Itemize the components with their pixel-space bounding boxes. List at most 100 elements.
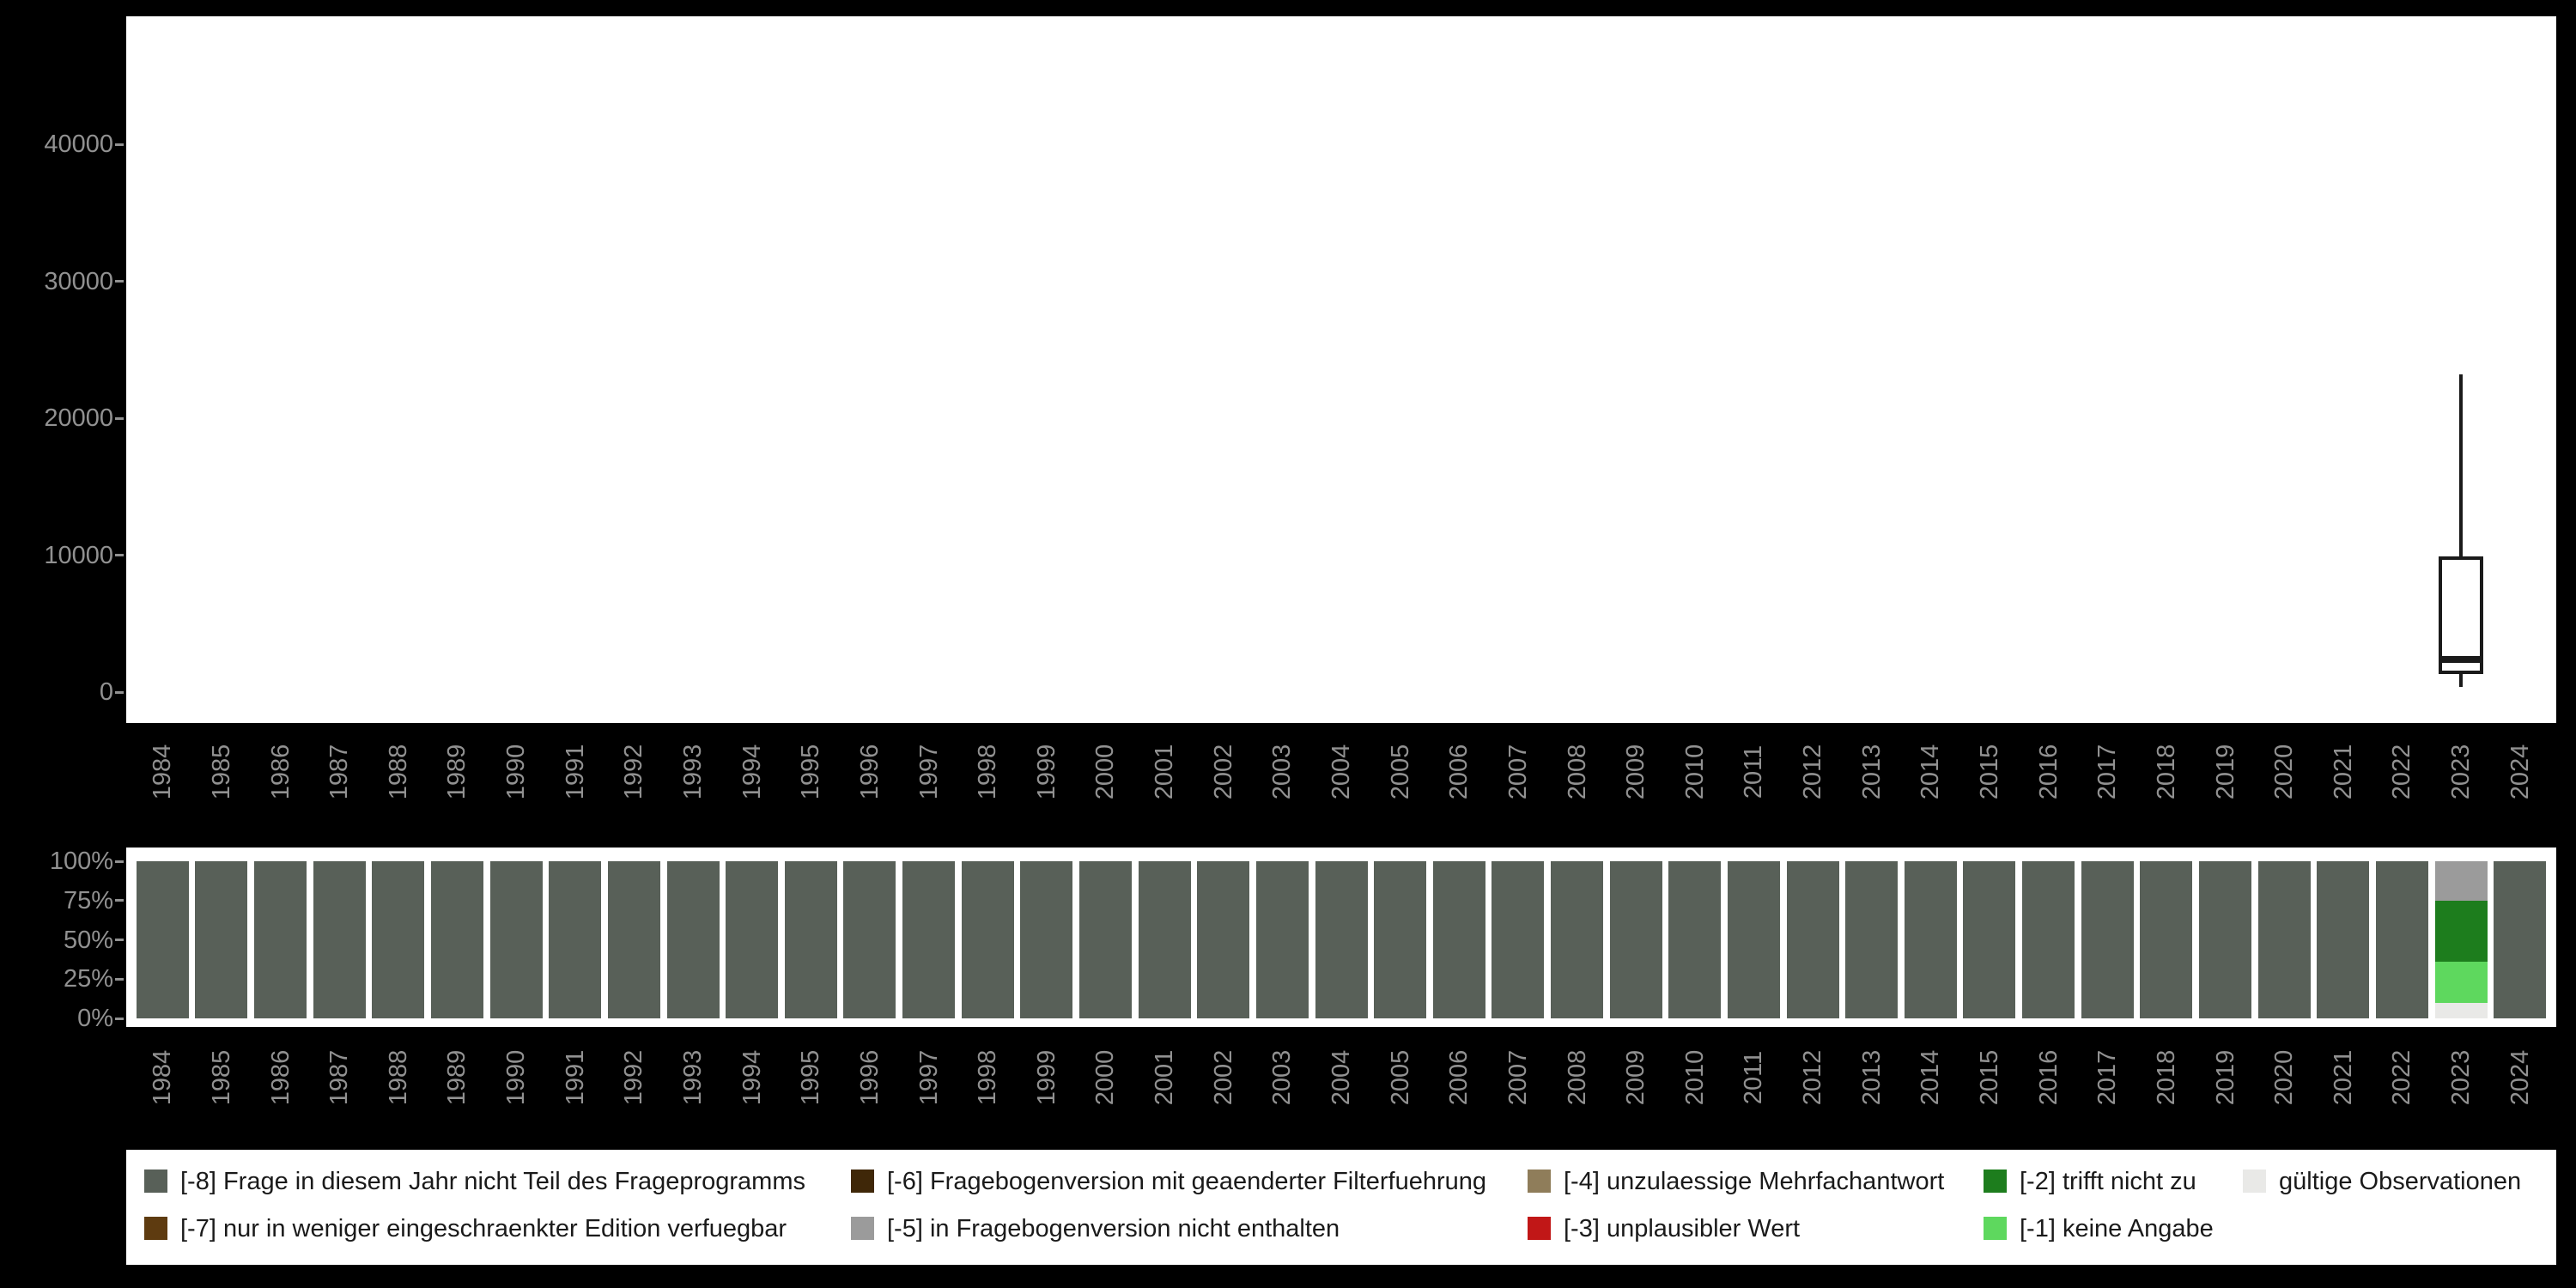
- bar-segment: [1492, 861, 1545, 1018]
- percent-axis-label: 50%: [63, 926, 113, 954]
- x-axis-label: 2021: [2329, 744, 2357, 800]
- y-axis-tick: [115, 690, 124, 694]
- x-axis-label: 2005: [1386, 1049, 1414, 1106]
- x-axis-label: 2015: [1975, 1049, 2003, 1106]
- legend-swatch: [1528, 1217, 1551, 1240]
- bar-segment: [726, 861, 779, 1018]
- x-axis-label: 2006: [1445, 744, 1473, 800]
- x-axis-label: 1994: [738, 744, 766, 800]
- x-axis-label: 2024: [2506, 744, 2534, 800]
- legend-swatch: [1984, 1170, 2007, 1193]
- x-axis-label: 1984: [149, 744, 177, 800]
- legend-label: [-7] nur in weniger eingeschraenkter Edi…: [180, 1215, 787, 1242]
- x-axis-label: 2008: [1563, 744, 1591, 800]
- x-axis-label: 2022: [2388, 744, 2416, 800]
- legend-swatch: [1984, 1217, 2007, 1240]
- bar-segment: [666, 861, 720, 1018]
- bar-segment: [195, 861, 248, 1018]
- legend-swatch: [144, 1217, 167, 1240]
- legend-label: [-6] Fragebogenversion mit geaenderter F…: [887, 1168, 1486, 1195]
- bar-segment: [2494, 861, 2547, 1018]
- percent-axis-label: 75%: [63, 886, 113, 914]
- bar-segment: [2022, 861, 2075, 1018]
- x-axis-label: 1994: [738, 1049, 766, 1106]
- percent-axis-tick: [115, 977, 124, 981]
- bar-segment: [2434, 900, 2488, 963]
- x-axis-label: 2001: [1151, 1049, 1179, 1106]
- legend-swatch: [851, 1217, 874, 1240]
- bar-segment: [1668, 861, 1722, 1018]
- y-axis-label: 20000: [44, 404, 113, 432]
- x-axis-label: 2010: [1680, 1049, 1709, 1106]
- x-axis-label: 1986: [266, 744, 295, 800]
- x-axis-label: 2011: [1740, 1050, 1768, 1105]
- bar-segment: [1609, 861, 1662, 1018]
- x-axis-label: 2019: [2211, 744, 2239, 800]
- x-axis-label: 2001: [1151, 744, 1179, 800]
- bar-segment: [607, 861, 660, 1018]
- x-axis-label: 1985: [207, 744, 235, 800]
- percent-axis-label: 100%: [49, 848, 113, 875]
- y-axis-label: 30000: [44, 267, 113, 295]
- bar-segment: [372, 861, 425, 1018]
- x-axis-label: 2015: [1975, 744, 2003, 800]
- x-axis-label: 1998: [974, 744, 1002, 800]
- bar-segment: [2317, 861, 2370, 1018]
- bar-segment: [1963, 861, 2016, 1018]
- y-axis-label: 40000: [44, 131, 113, 158]
- x-axis-label: 1989: [443, 1049, 471, 1106]
- x-axis-label: 2012: [1799, 1049, 1827, 1106]
- x-axis-label: 2011: [1740, 744, 1768, 799]
- bar-segment: [902, 861, 956, 1018]
- x-axis-label: 2016: [2034, 1049, 2063, 1106]
- x-axis-label: 1995: [797, 1049, 825, 1106]
- boxplot-lower-whisker: [2459, 674, 2464, 687]
- x-axis-label: 2017: [2093, 744, 2122, 800]
- bar-segment: [2257, 861, 2311, 1018]
- x-axis-label: 2014: [1917, 1049, 1945, 1106]
- x-axis-label: 1988: [384, 1049, 412, 1106]
- legend-label: [-4] unzulaessige Mehrfachantwort: [1564, 1168, 1945, 1195]
- legend-swatch: [851, 1170, 874, 1193]
- y-axis-tick: [115, 554, 124, 556]
- x-axis-label: 1990: [502, 1049, 531, 1106]
- bar-segment: [1727, 861, 1780, 1018]
- bar-segment: [1845, 861, 1899, 1018]
- x-axis-label: 2023: [2447, 744, 2476, 800]
- x-axis-label: 2002: [1209, 744, 1237, 800]
- x-axis-label: 2000: [1091, 744, 1120, 800]
- x-axis-label: 1991: [561, 744, 589, 800]
- bar-segment: [1786, 861, 1839, 1018]
- x-axis-label: 2014: [1917, 744, 1945, 800]
- x-axis-label: 1995: [797, 744, 825, 800]
- bar-segment: [1551, 861, 1604, 1018]
- boxplot-panel: [126, 16, 2556, 723]
- x-axis-label: 2018: [2152, 1049, 2180, 1106]
- boxplot-median: [2439, 655, 2484, 663]
- legend-label: [-1] keine Angabe: [2020, 1215, 2214, 1242]
- x-axis-label: 2002: [1209, 1049, 1237, 1106]
- x-axis-label: 2022: [2388, 1049, 2416, 1106]
- bar-segment: [489, 861, 543, 1018]
- bar-segment: [2375, 861, 2428, 1018]
- x-axis-label: 1999: [1032, 744, 1060, 800]
- x-axis-label: 1987: [325, 1049, 354, 1106]
- x-axis-label: 1986: [266, 1049, 295, 1106]
- bar-segment: [549, 861, 602, 1018]
- bar-segment: [1138, 861, 1191, 1018]
- x-axis-label: 2004: [1327, 1049, 1355, 1106]
- legend-panel: [126, 1150, 2556, 1265]
- bar-segment: [1020, 861, 1073, 1018]
- x-axis-label: 2005: [1386, 744, 1414, 800]
- x-axis-label: 1990: [502, 744, 531, 800]
- bar-segment: [1197, 861, 1250, 1018]
- bar-segment: [1255, 861, 1309, 1018]
- x-axis-label: 1997: [914, 1049, 943, 1106]
- x-axis-label: 1993: [679, 744, 708, 800]
- percent-axis-tick: [115, 860, 124, 863]
- bar-segment: [784, 861, 837, 1018]
- boxplot-upper-whisker: [2459, 374, 2464, 557]
- bar-segment: [254, 861, 307, 1018]
- legend-swatch: [144, 1170, 167, 1193]
